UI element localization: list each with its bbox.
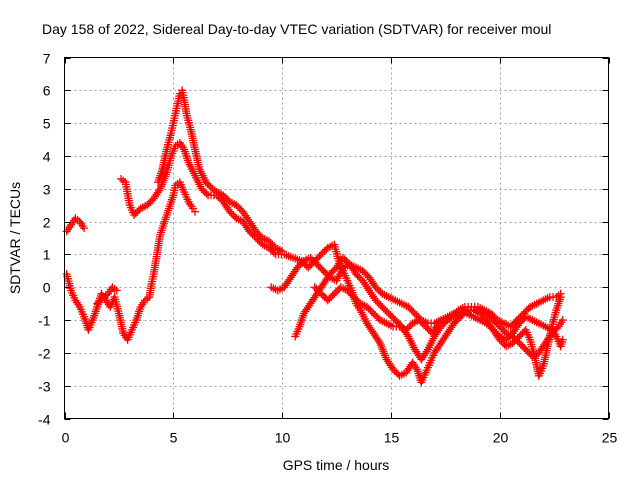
data-point: [80, 224, 89, 233]
data-point: [154, 186, 163, 195]
y-tick-label: 1: [43, 247, 51, 263]
plot-frame: [64, 57, 609, 419]
x-tick-label: 5: [170, 430, 178, 446]
chart-title: Day 158 of 2022, Sidereal Day-to-day VTE…: [42, 21, 551, 37]
y-tick-label: 5: [43, 116, 51, 132]
y-tick-label: -4: [38, 412, 51, 428]
x-tick-label: 10: [275, 430, 291, 446]
y-axis-label: SDTVAR / TECUs: [7, 182, 23, 294]
data-point: [403, 330, 412, 339]
data-point: [374, 337, 383, 346]
x-tick-label: 20: [493, 430, 509, 446]
y-tick-label: -3: [38, 379, 51, 395]
ticks-layer: -4 -3 -2 -1 0 1 2 3 4 5 6 7 0 5 10 15 20 25: [38, 51, 617, 446]
data-point: [191, 207, 200, 216]
x-tick-label: 25: [602, 430, 618, 446]
y-tick-label: 2: [43, 215, 51, 231]
data-point: [112, 286, 121, 295]
marks-layer: [62, 86, 567, 387]
data-point: [422, 347, 431, 356]
y-tick-label: -1: [38, 313, 51, 329]
y-tick-label: 0: [43, 280, 51, 296]
x-axis-label: GPS time / hours: [283, 457, 390, 473]
y-tick-label: -2: [38, 346, 51, 362]
data-point: [558, 335, 567, 344]
y-tick-label: 4: [43, 149, 51, 165]
x-tick-label: 15: [384, 430, 400, 446]
x-tick-label: 0: [62, 430, 70, 446]
y-tick-label: 3: [43, 182, 51, 198]
y-tick-label: 6: [43, 83, 51, 99]
data-point: [556, 289, 565, 298]
y-tick-label: 7: [43, 51, 51, 67]
data-point: [558, 316, 567, 325]
data-point: [278, 247, 287, 256]
data-point: [202, 189, 211, 198]
